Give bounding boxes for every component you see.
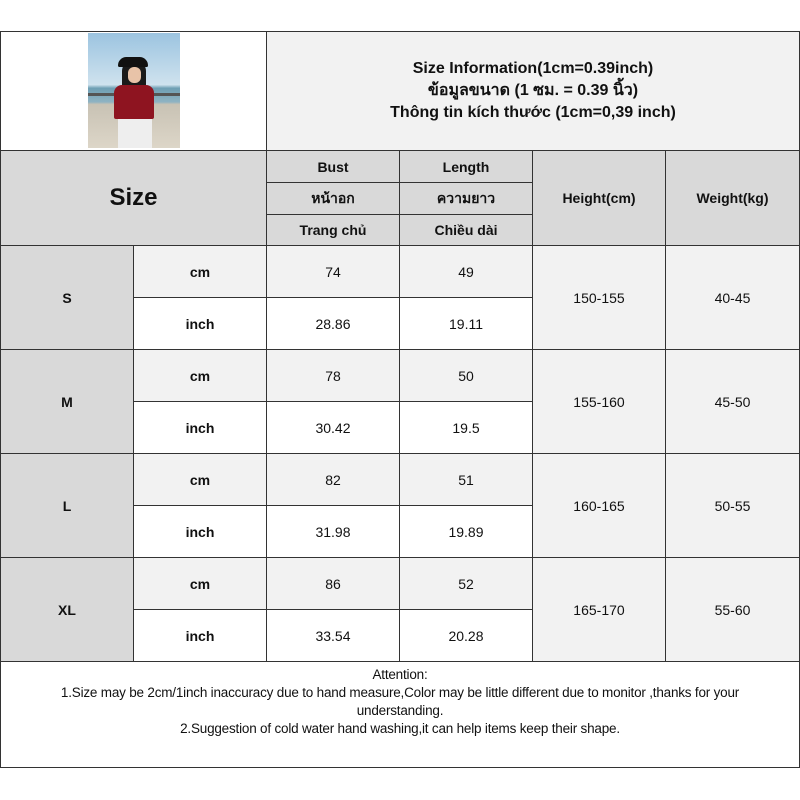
title-thai: ข้อมูลขนาด (1 ซม. = 0.39 นิ้ว): [427, 82, 639, 99]
weight-range: 55-60: [665, 557, 800, 662]
title-vietnamese: Thông tin kích thước (1cm=0,39 inch): [390, 104, 676, 121]
unit-cm: cm: [133, 557, 267, 610]
weight-range: 40-45: [665, 245, 800, 350]
length-cm: 49: [399, 245, 533, 298]
unit-inch: inch: [133, 609, 267, 662]
length-inch: 19.5: [399, 401, 533, 454]
length-inch: 20.28: [399, 609, 533, 662]
bust-header-en: Bust: [266, 150, 400, 183]
unit-cm: cm: [133, 453, 267, 506]
length-header-vi: Chiều dài: [399, 214, 533, 246]
bust-inch: 30.42: [266, 401, 400, 454]
height-range: 160-165: [532, 453, 666, 558]
height-header: Height(cm): [532, 150, 666, 246]
size-label: S: [0, 245, 134, 350]
attention-title: Attention:: [372, 667, 428, 682]
unit-inch: inch: [133, 505, 267, 558]
product-photo: [88, 33, 180, 148]
unit-inch: inch: [133, 401, 267, 454]
length-inch: 19.11: [399, 297, 533, 350]
height-range: 155-160: [532, 349, 666, 454]
bust-inch: 31.98: [266, 505, 400, 558]
bust-header-th: หน้าอก: [266, 182, 400, 215]
bust-cm: 78: [266, 349, 400, 402]
title-english: Size Information(1cm=0.39inch): [412, 60, 654, 77]
unit-inch: inch: [133, 297, 267, 350]
height-range: 150-155: [532, 245, 666, 350]
weight-range: 50-55: [665, 453, 800, 558]
size-label: M: [0, 349, 134, 454]
unit-cm: cm: [133, 349, 267, 402]
attention-line-2: 2.Suggestion of cold water hand washing,…: [180, 721, 620, 736]
bust-cm: 82: [266, 453, 400, 506]
unit-cm: cm: [133, 245, 267, 298]
length-cm: 50: [399, 349, 533, 402]
height-range: 165-170: [532, 557, 666, 662]
length-inch: 19.89: [399, 505, 533, 558]
bust-cm: 74: [266, 245, 400, 298]
bust-inch: 33.54: [266, 609, 400, 662]
weight-range: 45-50: [665, 349, 800, 454]
size-label: XL: [0, 557, 134, 662]
attention-line-1: 1.Size may be 2cm/1inch inaccuracy due t…: [60, 685, 740, 718]
length-cm: 52: [399, 557, 533, 610]
size-header: Size: [0, 150, 267, 246]
length-header-en: Length: [399, 150, 533, 183]
weight-header: Weight(kg): [665, 150, 800, 246]
bust-cm: 86: [266, 557, 400, 610]
size-label: L: [0, 453, 134, 558]
bust-header-vi: Trang chủ: [266, 214, 400, 246]
attention-note: Attention: 1.Size may be 2cm/1inch inacc…: [0, 661, 800, 768]
size-info-title: Size Information(1cm=0.39inch) ข้อมูลขนา…: [266, 31, 800, 151]
bust-inch: 28.86: [266, 297, 400, 350]
length-header-th: ความยาว: [399, 182, 533, 215]
length-cm: 51: [399, 453, 533, 506]
